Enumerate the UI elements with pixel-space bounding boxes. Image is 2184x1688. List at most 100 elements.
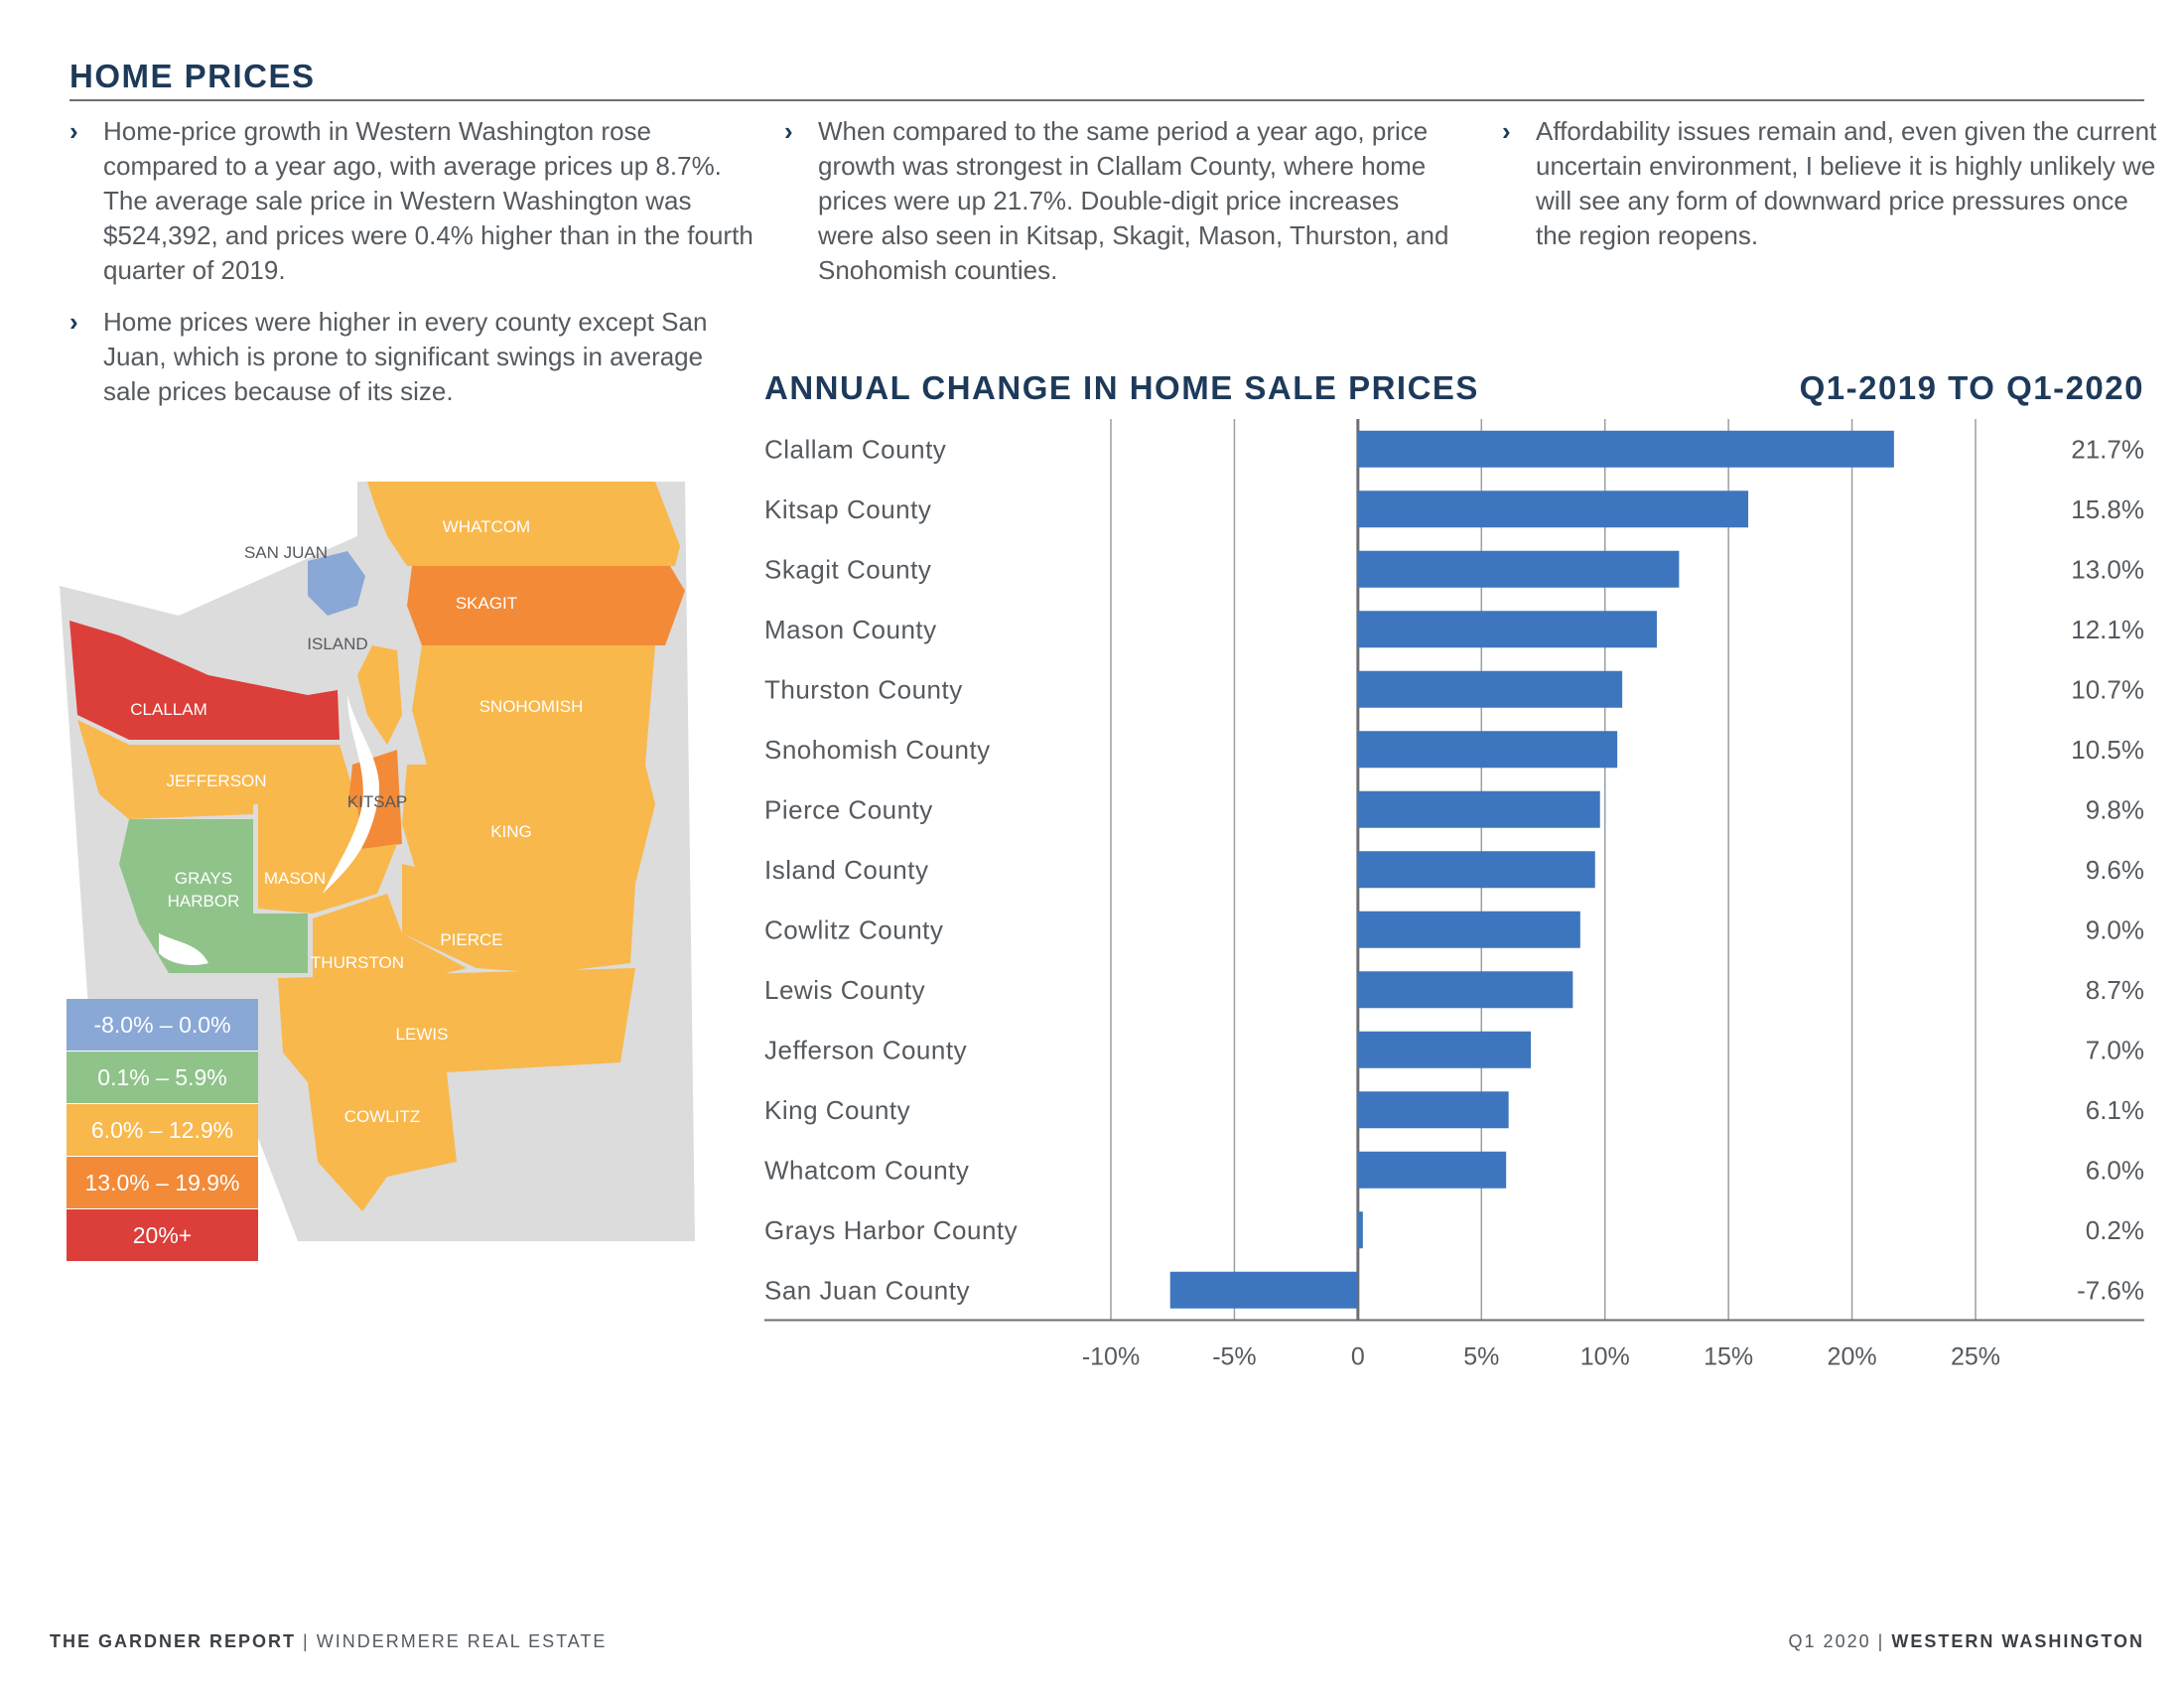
chevron-right-icon: ›	[69, 307, 78, 337]
bar	[1357, 790, 1600, 828]
county-grays-harbor	[119, 819, 308, 973]
county-king	[402, 765, 655, 894]
x-tick-label: -10%	[1082, 1343, 1140, 1371]
category-label: Snohomish County	[764, 735, 991, 765]
county-jefferson	[77, 720, 357, 819]
category-label: Kitsap County	[764, 494, 931, 524]
bar	[1357, 670, 1623, 708]
legend-item: 13.0% – 19.9%	[67, 1157, 258, 1209]
bullet-3: › When compared to the same period a yea…	[784, 114, 1459, 288]
category-label: Skagit County	[764, 554, 931, 584]
section-title: HOME PRICES	[69, 58, 316, 94]
category-label: Whatcom County	[764, 1155, 969, 1185]
county-pierce	[402, 864, 635, 973]
map-label-mason: MASON	[264, 869, 326, 888]
bullet-text: Home prices were higher in every county …	[103, 307, 708, 406]
value-label: 21.7%	[2071, 434, 2144, 464]
legend-item: -8.0% – 0.0%	[67, 999, 258, 1052]
map-label-kitsap: KITSAP	[347, 792, 407, 811]
county-lewis	[278, 968, 635, 1082]
county-mason	[258, 804, 397, 914]
map-label-harbor: HARBOR	[168, 892, 240, 911]
chart-subtitle: Q1-2019 TO Q1-2020	[1799, 369, 2144, 406]
map-label-lewis: LEWIS	[396, 1025, 449, 1044]
bar	[1357, 550, 1680, 588]
map-label-san-juan: SAN JUAN	[244, 543, 328, 562]
bar	[1357, 971, 1573, 1009]
category-label: Island County	[764, 855, 928, 885]
puget-sound	[323, 695, 380, 894]
value-label: 15.8%	[2071, 494, 2144, 524]
county-skagit	[407, 566, 685, 645]
value-label: -7.6%	[2077, 1275, 2144, 1305]
category-label: Mason County	[764, 615, 937, 644]
bullet-1: › Home-price growth in Western Washingto…	[69, 114, 754, 288]
chevron-right-icon: ›	[784, 116, 793, 146]
county-cowlitz	[308, 1072, 457, 1211]
bullet-2: › Home prices were higher in every count…	[69, 305, 754, 409]
title-rule	[69, 99, 2144, 101]
category-label: Clallam County	[764, 434, 946, 464]
map-label-skagit: SKAGIT	[456, 594, 517, 613]
category-label: Lewis County	[764, 975, 925, 1005]
x-tick-label: 10%	[1580, 1343, 1630, 1371]
grays-harbor-bay	[159, 933, 208, 965]
value-label: 6.1%	[2086, 1095, 2144, 1125]
bar	[1357, 731, 1618, 769]
bullet-text: Home-price growth in Western Washington …	[103, 116, 753, 285]
value-label: 8.7%	[2086, 975, 2144, 1005]
category-label: King County	[764, 1095, 910, 1125]
chart-title: ANNUAL CHANGE IN HOME SALE PRICES	[764, 369, 1479, 406]
value-label: 12.1%	[2071, 615, 2144, 644]
x-tick-label: 0	[1351, 1343, 1365, 1371]
chevron-right-icon: ›	[1502, 116, 1511, 146]
footer-report-name: THE GARDNER REPORT	[50, 1631, 297, 1651]
county-san-juan	[308, 551, 365, 616]
category-label: Jefferson County	[764, 1035, 967, 1064]
category-label: Cowlitz County	[764, 914, 943, 944]
bar	[1357, 911, 1580, 948]
footer-separator: |	[303, 1631, 310, 1651]
category-label: Grays Harbor County	[764, 1215, 1018, 1245]
value-label: 9.0%	[2086, 914, 2144, 944]
bar	[1169, 1271, 1358, 1309]
map-label-island: ISLAND	[307, 634, 367, 653]
county-island	[357, 645, 402, 745]
bar	[1357, 430, 1894, 468]
x-tick-label: -5%	[1212, 1343, 1256, 1371]
map-label-pierce: PIERCE	[440, 930, 502, 949]
footer-separator: |	[1877, 1631, 1885, 1651]
x-tick-label: 25%	[1951, 1343, 2000, 1371]
map-label-cowlitz: COWLITZ	[344, 1107, 421, 1126]
county-thurston	[313, 894, 467, 978]
map-label-thurston: THURSTON	[311, 953, 404, 972]
legend-item: 6.0% – 12.9%	[67, 1104, 258, 1157]
map-label-king: KING	[490, 822, 532, 841]
footer-period: Q1 2020	[1788, 1631, 1871, 1651]
map-label-clallam: CLALLAM	[130, 700, 206, 719]
bar	[1357, 851, 1595, 889]
bar	[1357, 1151, 1507, 1189]
map-label-jefferson: JEFFERSON	[166, 772, 266, 790]
x-tick-label: 5%	[1463, 1343, 1499, 1371]
value-label: 9.6%	[2086, 855, 2144, 885]
legend-item: 0.1% – 5.9%	[67, 1052, 258, 1104]
value-label: 6.0%	[2086, 1155, 2144, 1185]
bullet-text: When compared to the same period a year …	[818, 116, 1449, 285]
category-label: Thurston County	[764, 674, 963, 704]
bullet-4: › Affordability issues remain and, even …	[1502, 114, 2157, 253]
value-label: 0.2%	[2086, 1215, 2144, 1245]
bar	[1357, 1031, 1532, 1068]
county-clallam	[69, 621, 340, 740]
value-label: 13.0%	[2071, 554, 2144, 584]
bar	[1357, 1091, 1509, 1129]
x-tick-label: 20%	[1828, 1343, 1877, 1371]
bar	[1357, 1211, 1363, 1249]
footer-region: WESTERN WASHINGTON	[1891, 1631, 2144, 1651]
category-label: Pierce County	[764, 794, 933, 824]
map-legend: -8.0% – 0.0% 0.1% – 5.9% 6.0% – 12.9% 13…	[67, 999, 258, 1262]
map-label-whatcom: WHATCOM	[443, 517, 530, 536]
footer-company: WINDERMERE REAL ESTATE	[316, 1631, 608, 1651]
county-whatcom	[367, 482, 680, 566]
x-tick-label: 15%	[1704, 1343, 1753, 1371]
